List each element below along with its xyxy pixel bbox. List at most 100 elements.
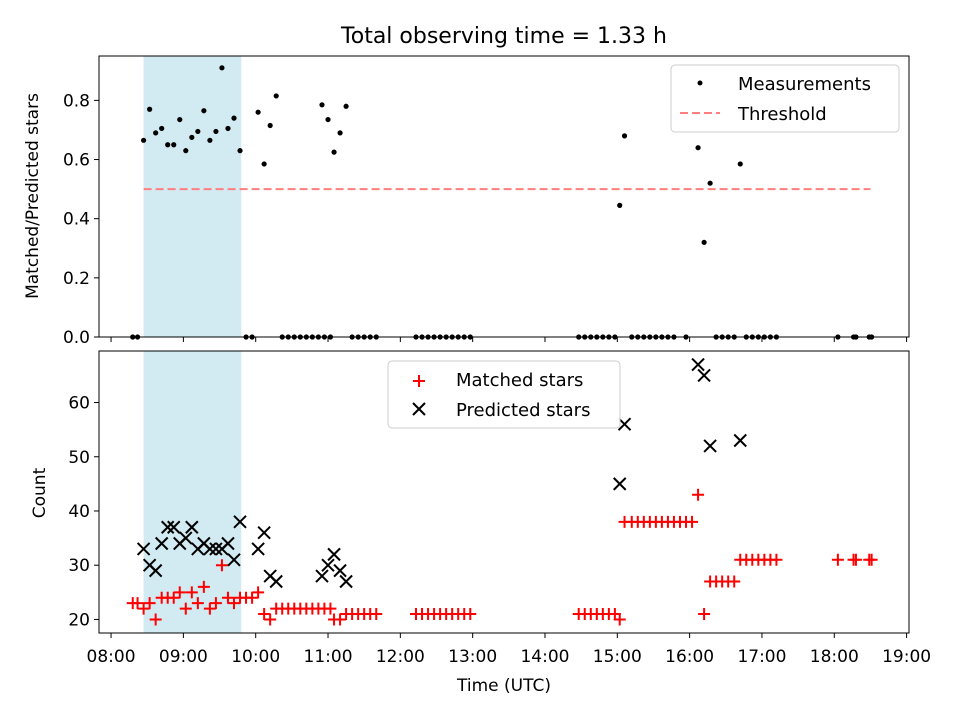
predicted-star-point [327,547,341,562]
predicted-star-point [209,542,223,556]
bottom-x-tick-label: 08:00 [87,647,136,667]
measurement-point [255,109,261,115]
measurement-point [159,125,165,132]
x-axis-label: Time (UTC) [456,676,551,696]
matched-star-point [215,559,228,572]
matched-star-point [209,597,222,610]
measurement-point [147,106,153,112]
measurement-point [213,128,219,135]
matched-star-point [197,580,210,593]
bottom-highlight-span [143,351,242,633]
bottom-x-tick-label: 15:00 [593,647,642,667]
predicted-star-point [160,520,175,534]
predicted-star-point [339,574,353,589]
bottom-y-tick-label: 60 [68,394,90,414]
top-legend-box [670,64,900,133]
predicted-star-point [617,417,632,431]
legend-measurement-marker [697,80,703,86]
predicted-star-points [136,357,747,589]
bottom-y-tick-label: 40 [68,502,90,522]
predicted-star-point [733,433,747,448]
predicted-star-point [321,558,335,572]
matched-star-point [370,608,383,621]
legend-matched: Matched stars [456,370,583,391]
predicted-star-point [179,531,193,545]
measurement-point [331,149,337,155]
matched-star-point [179,602,192,615]
predicted-star-point [167,520,181,534]
predicted-star-point [227,553,241,567]
measurement-point [189,134,195,140]
bottom-x-axis: 08:00 09:00 10:00 11:00 12:00 13:00 14:00 15:00… [87,633,931,667]
matched-star-point [770,553,783,566]
predicted-star-point [203,542,217,556]
matched-star-points [126,488,878,626]
measurement-point [165,142,171,148]
measurement-point [231,115,237,121]
predicted-star-point [251,542,265,556]
matched-star-point [185,586,198,599]
top-y-tick-label: 0.0 [63,328,90,348]
top-y-tick-label: 0.6 [63,151,90,171]
matched-star-point [686,515,699,528]
measurement-point [343,103,349,109]
matched-star-point [865,553,878,566]
legend-predicted: Predicted stars [456,400,590,421]
top-y-axis-label: Matched/Predicted stars [23,93,43,299]
matched-star-point [191,597,204,610]
measurement-point [237,148,243,154]
top-y-tick-label: 0.2 [63,269,90,289]
top-highlight-span [143,56,242,337]
measurement-point [337,130,343,136]
measurement-point [319,102,325,108]
measurement-point [219,65,225,71]
matched-star-point [464,608,477,621]
bottom-x-tick-label: 16:00 [665,647,714,667]
matched-star-point [246,591,259,604]
matched-star-point [692,488,705,501]
measurement-point [267,122,273,129]
measurement-point [737,161,743,167]
predicted-star-point [333,563,347,578]
measurement-point [153,130,159,136]
matched-star-point [131,597,144,610]
matched-star-point [831,553,844,566]
bottom-x-tick-label: 12:00 [376,647,425,667]
measurement-point [140,137,147,143]
measurement-point [201,108,207,114]
top-y-tick-label: 0.4 [63,210,90,230]
legend-matched-marker [413,375,425,387]
bottom-x-tick-label: 14:00 [520,647,569,667]
bottom-x-tick-label: 18:00 [810,647,859,667]
matched-star-point [167,591,180,604]
top-x-axis [110,337,908,342]
predicted-star-point [154,536,169,551]
predicted-star-point [148,563,163,578]
measurement-point [207,137,213,143]
bottom-panel: 20 30 40 50 60 08:00 09:00 10:00 11:00 12:00 13:0… [30,350,931,696]
bottom-axes-frame [98,350,910,634]
bottom-x-tick-label: 11:00 [304,647,353,667]
matched-star-point [143,597,156,610]
matched-star-point [203,602,216,615]
predicted-star-point [257,525,271,540]
measurement-point [701,239,707,245]
measurement-point [695,145,701,151]
measurement-point [225,125,231,132]
measurement-point [177,116,183,123]
matched-star-point [334,613,347,626]
predicted-star-point [691,357,705,372]
predicted-star-point [269,574,283,589]
measurement-point [273,93,279,99]
matched-star-point [221,591,234,604]
bottom-x-tick-label: 13:00 [448,647,497,667]
predicted-star-point [185,520,199,534]
predicted-star-point [315,569,329,583]
matched-star-point [613,613,626,626]
measurement-point [621,133,628,139]
matched-star-point [264,613,277,626]
bottom-y-axis-label: Count [30,467,50,518]
measurement-point [617,202,623,208]
bottom-x-tick-label: 09:00 [159,647,208,667]
measurement-point [707,180,713,186]
